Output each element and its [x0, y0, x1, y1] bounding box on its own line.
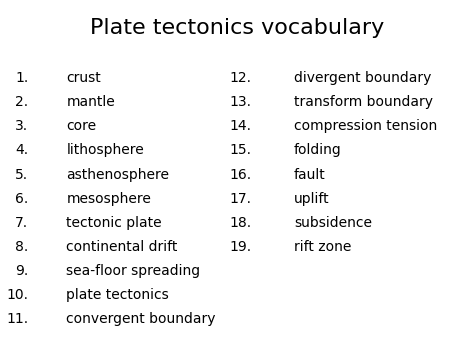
Text: rift zone: rift zone: [294, 240, 351, 254]
Text: folding: folding: [294, 143, 342, 157]
Text: mesosphere: mesosphere: [66, 192, 151, 206]
Text: 17.: 17.: [229, 192, 251, 206]
Text: 16.: 16.: [229, 168, 251, 181]
Text: 2.: 2.: [15, 95, 28, 109]
Text: 13.: 13.: [229, 95, 251, 109]
Text: crust: crust: [66, 71, 101, 85]
Text: 19.: 19.: [229, 240, 251, 254]
Text: continental drift: continental drift: [66, 240, 178, 254]
Text: 8.: 8.: [15, 240, 28, 254]
Text: 6.: 6.: [15, 192, 28, 206]
Text: divergent boundary: divergent boundary: [294, 71, 431, 85]
Text: uplift: uplift: [294, 192, 329, 206]
Text: 10.: 10.: [7, 288, 28, 302]
Text: tectonic plate: tectonic plate: [66, 216, 162, 230]
Text: plate tectonics: plate tectonics: [66, 288, 169, 302]
Text: fault: fault: [294, 168, 326, 181]
Text: mantle: mantle: [66, 95, 115, 109]
Text: 3.: 3.: [15, 119, 28, 133]
Text: 9.: 9.: [15, 264, 28, 278]
Text: 7.: 7.: [15, 216, 28, 230]
Text: 4.: 4.: [15, 143, 28, 157]
Text: asthenosphere: asthenosphere: [66, 168, 169, 181]
Text: transform boundary: transform boundary: [294, 95, 433, 109]
Text: 11.: 11.: [6, 312, 28, 326]
Text: compression tension: compression tension: [294, 119, 437, 133]
Text: 12.: 12.: [229, 71, 251, 85]
Text: convergent boundary: convergent boundary: [66, 312, 216, 326]
Text: 14.: 14.: [229, 119, 251, 133]
Text: Plate tectonics vocabulary: Plate tectonics vocabulary: [90, 18, 384, 38]
Text: 15.: 15.: [229, 143, 251, 157]
Text: 5.: 5.: [15, 168, 28, 181]
Text: subsidence: subsidence: [294, 216, 372, 230]
Text: 18.: 18.: [229, 216, 251, 230]
Text: sea-floor spreading: sea-floor spreading: [66, 264, 201, 278]
Text: 1.: 1.: [15, 71, 28, 85]
Text: core: core: [66, 119, 97, 133]
Text: lithosphere: lithosphere: [66, 143, 144, 157]
